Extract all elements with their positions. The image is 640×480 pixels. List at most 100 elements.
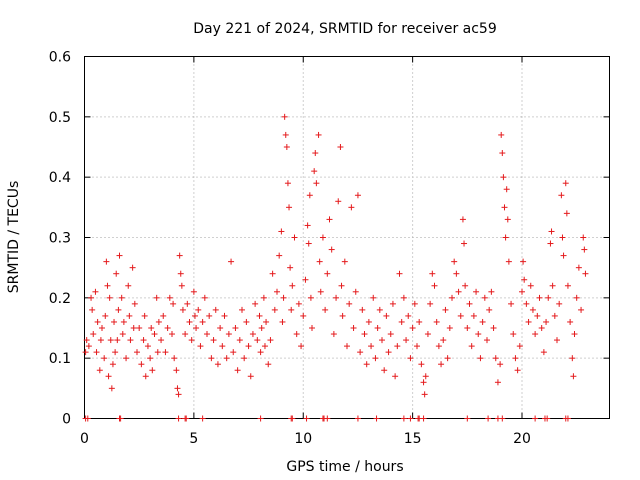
data-point bbox=[138, 361, 145, 368]
data-point-zero bbox=[303, 415, 310, 422]
data-point bbox=[348, 204, 355, 211]
data-point bbox=[468, 343, 475, 350]
data-point bbox=[104, 282, 111, 289]
data-point bbox=[554, 337, 560, 344]
y-tick-label: 0.2 bbox=[49, 291, 71, 307]
data-point bbox=[131, 300, 138, 307]
data-point bbox=[174, 385, 181, 392]
data-point bbox=[494, 379, 501, 386]
data-point bbox=[113, 270, 120, 277]
data-point bbox=[147, 355, 154, 362]
data-point bbox=[400, 294, 407, 301]
data-point bbox=[498, 131, 505, 138]
data-point bbox=[547, 240, 554, 247]
data-point bbox=[140, 337, 147, 344]
data-point bbox=[247, 373, 254, 380]
data-point bbox=[105, 373, 112, 380]
data-point bbox=[475, 331, 482, 338]
data-point bbox=[359, 306, 366, 313]
data-point bbox=[571, 331, 578, 338]
data-point bbox=[82, 349, 89, 356]
data-point bbox=[416, 318, 423, 325]
data-point bbox=[333, 294, 340, 301]
data-point bbox=[177, 270, 184, 277]
data-point bbox=[420, 379, 427, 386]
data-point-zero bbox=[407, 415, 414, 422]
data-point bbox=[501, 204, 508, 211]
data-point bbox=[258, 325, 265, 331]
data-point bbox=[116, 252, 123, 259]
data-point bbox=[440, 337, 447, 344]
data-point bbox=[339, 312, 346, 319]
data-point bbox=[414, 343, 420, 350]
data-point-zero bbox=[354, 415, 361, 422]
data-point bbox=[212, 306, 219, 313]
data-point bbox=[431, 282, 438, 289]
data-point-zero bbox=[199, 415, 206, 422]
data-point bbox=[274, 288, 280, 295]
data-point bbox=[398, 318, 405, 325]
data-point bbox=[201, 294, 208, 301]
data-point bbox=[479, 318, 486, 325]
data-point bbox=[115, 306, 122, 313]
data-point bbox=[516, 343, 523, 350]
data-point bbox=[357, 349, 364, 356]
data-point bbox=[223, 355, 230, 362]
data-points bbox=[82, 113, 589, 422]
data-point bbox=[523, 300, 530, 307]
data-point bbox=[88, 294, 95, 301]
data-point bbox=[338, 282, 345, 289]
data-point bbox=[149, 367, 156, 374]
data-point bbox=[376, 306, 383, 313]
data-point bbox=[193, 325, 200, 331]
data-point bbox=[341, 258, 348, 265]
data-point bbox=[155, 318, 162, 325]
data-point bbox=[335, 198, 342, 205]
data-point bbox=[208, 355, 215, 362]
data-point bbox=[94, 318, 101, 325]
data-point bbox=[269, 270, 276, 277]
chart-title: Day 221 of 2024, SRMTID for receiver ac5… bbox=[193, 21, 497, 37]
data-point bbox=[435, 343, 442, 350]
data-point bbox=[271, 306, 278, 313]
data-point bbox=[424, 331, 431, 338]
data-point bbox=[344, 343, 350, 350]
data-point bbox=[551, 312, 558, 319]
data-point bbox=[178, 282, 185, 289]
data-point bbox=[372, 355, 379, 362]
data-point bbox=[191, 312, 198, 319]
data-point bbox=[309, 325, 315, 331]
data-point bbox=[374, 325, 381, 331]
axis-ticks: 0 5 10 15 20 0 0.1 0.2 0.3 0.4 0.5 0.6 bbox=[49, 50, 610, 447]
data-point bbox=[330, 331, 337, 338]
data-point bbox=[160, 312, 167, 319]
data-point bbox=[232, 325, 239, 331]
data-point bbox=[293, 331, 300, 338]
data-point bbox=[230, 349, 237, 356]
data-point bbox=[228, 258, 235, 265]
data-point bbox=[197, 343, 204, 350]
data-point bbox=[112, 349, 119, 356]
data-point bbox=[532, 331, 539, 338]
data-point bbox=[295, 300, 302, 307]
data-point bbox=[195, 306, 202, 313]
data-point bbox=[130, 325, 137, 331]
data-point bbox=[151, 331, 158, 338]
data-point bbox=[96, 367, 103, 374]
data-point bbox=[291, 234, 298, 241]
data-point bbox=[484, 337, 490, 344]
data-point bbox=[236, 337, 243, 344]
data-point bbox=[470, 312, 477, 319]
data-point bbox=[446, 325, 453, 331]
data-point bbox=[256, 312, 263, 319]
data-point bbox=[462, 282, 469, 289]
data-point bbox=[241, 355, 248, 362]
data-point bbox=[449, 294, 455, 301]
data-point bbox=[217, 325, 224, 331]
data-point bbox=[107, 337, 114, 344]
data-point bbox=[300, 312, 307, 319]
data-point bbox=[346, 300, 353, 307]
data-point bbox=[429, 270, 436, 277]
data-point bbox=[85, 343, 92, 350]
